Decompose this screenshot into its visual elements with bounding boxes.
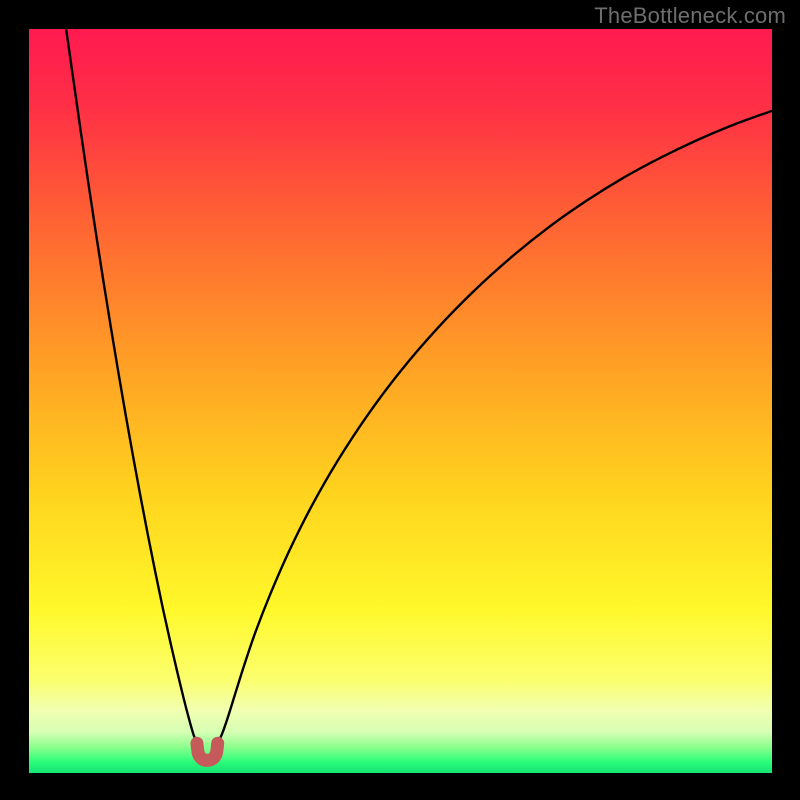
plot-svg [29, 29, 772, 773]
gradient-background [29, 29, 772, 773]
chart-stage: TheBottleneck.com [0, 0, 800, 800]
watermark-text: TheBottleneck.com [594, 3, 786, 29]
plot-area [29, 29, 772, 773]
